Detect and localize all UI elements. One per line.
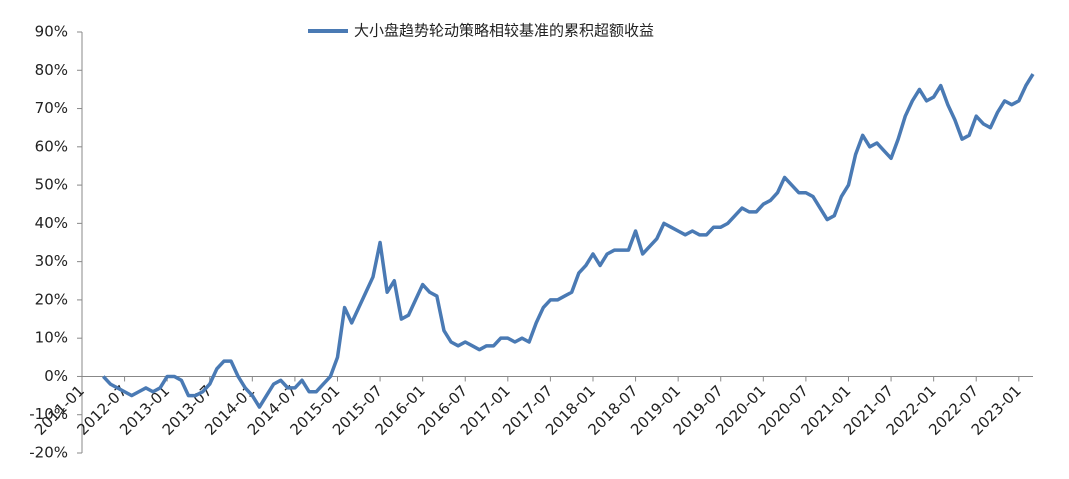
y-tick-label: 90% bbox=[35, 23, 68, 41]
y-tick-label: 20% bbox=[35, 290, 68, 308]
y-tick-label: 80% bbox=[35, 61, 68, 79]
y-tick-label: 40% bbox=[35, 214, 68, 232]
y-tick-label: 10% bbox=[35, 329, 68, 347]
series-line bbox=[102, 73, 1035, 409]
y-tick-label: -20% bbox=[29, 444, 68, 462]
y-tick-label: -10% bbox=[29, 405, 68, 423]
y-tick-label: 0% bbox=[44, 367, 68, 385]
legend-label: 大小盘趋势轮动策略相较基准的累积超额收益 bbox=[354, 22, 654, 40]
y-tick-label: 70% bbox=[35, 99, 68, 117]
y-tick-label: 60% bbox=[35, 137, 68, 155]
y-tick-label: 30% bbox=[35, 252, 68, 270]
y-tick-label: 50% bbox=[35, 176, 68, 194]
